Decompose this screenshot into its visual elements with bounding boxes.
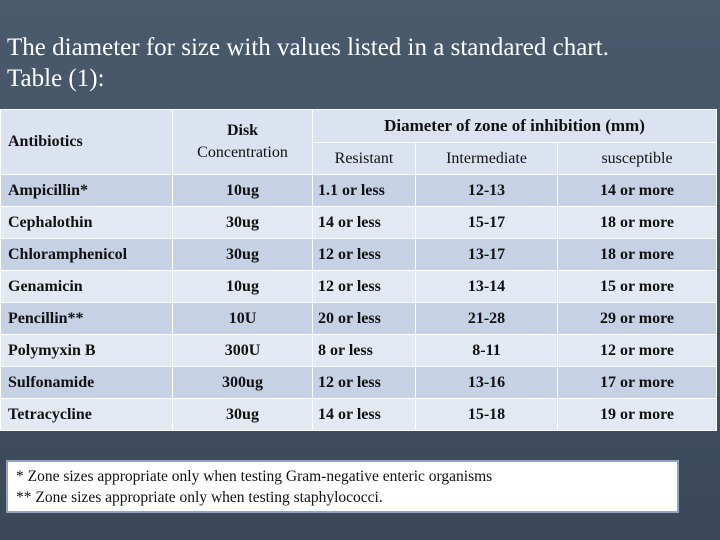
header-resistant: Resistant	[312, 142, 416, 175]
cell-disk: 10ug	[172, 270, 313, 303]
cell-resistant: 12 or less	[312, 270, 416, 303]
cell-antibiotic: Chloramphenicol	[0, 238, 173, 271]
antibiotic-zone-table: Antibiotics Disk Concentration Diameter …	[0, 109, 717, 431]
cell-susceptible: 18 or more	[557, 238, 717, 271]
cell-intermediate: 12-13	[415, 174, 558, 207]
cell-antibiotic: Cephalothin	[0, 206, 173, 239]
table-row: Polymyxin B 300U 8 or less 8-11 12 or mo…	[0, 334, 717, 367]
cell-antibiotic: Polymyxin B	[0, 334, 173, 367]
cell-antibiotic: Tetracycline	[0, 398, 173, 431]
cell-antibiotic: Sulfonamide	[0, 366, 173, 399]
header-susceptible: susceptible	[557, 142, 717, 175]
cell-resistant: 1.1 or less	[312, 174, 416, 207]
cell-resistant: 14 or less	[312, 206, 416, 239]
cell-susceptible: 15 or more	[557, 270, 717, 303]
table-row: Ampicillin* 10ug 1.1 or less 12-13 14 or…	[0, 174, 717, 207]
cell-disk: 30ug	[172, 206, 313, 239]
footnote-line-1: * Zone sizes appropriate only when testi…	[16, 468, 493, 485]
cell-susceptible: 17 or more	[557, 366, 717, 399]
cell-intermediate: 13-14	[415, 270, 558, 303]
cell-resistant: 8 or less	[312, 334, 416, 367]
table-row: Sulfonamide 300ug 12 or less 13-16 17 or…	[0, 366, 717, 399]
cell-intermediate: 15-18	[415, 398, 558, 431]
table-body: Ampicillin* 10ug 1.1 or less 12-13 14 or…	[0, 174, 717, 431]
slide-title-line-2: Table (1):	[7, 65, 105, 92]
header-row-2: Resistant Intermediate susceptible	[1, 142, 717, 175]
header-zone-diameter: Diameter of zone of inhibition (mm)	[312, 109, 717, 143]
cell-intermediate: 21-28	[415, 302, 558, 335]
header-row-1: Antibiotics Disk Concentration Diameter …	[0, 109, 717, 175]
cell-resistant: 14 or less	[312, 398, 416, 431]
cell-susceptible: 14 or more	[557, 174, 717, 207]
table-row: Cephalothin 30ug 14 or less 15-17 18 or …	[0, 206, 717, 239]
cell-resistant: 20 or less	[312, 302, 416, 335]
table-row: Genamicin 10ug 12 or less 13-14 15 or mo…	[0, 270, 717, 303]
cell-disk: 10ug	[172, 174, 313, 207]
header-disk-concentration: Disk Concentration	[172, 109, 313, 175]
cell-disk: 30ug	[172, 238, 313, 271]
cell-resistant: 12 or less	[312, 238, 416, 271]
cell-intermediate: 13-17	[415, 238, 558, 271]
slide-title: The diameter for size with values listed…	[7, 32, 707, 94]
cell-intermediate: 15-17	[415, 206, 558, 239]
table-row: Chloramphenicol 30ug 12 or less 13-17 18…	[0, 238, 717, 271]
cell-susceptible: 18 or more	[557, 206, 717, 239]
cell-disk: 300ug	[172, 366, 313, 399]
slide-title-line-1: The diameter for size with values listed…	[7, 34, 609, 61]
cell-susceptible: 19 or more	[557, 398, 717, 431]
cell-susceptible: 12 or more	[557, 334, 717, 367]
cell-susceptible: 29 or more	[557, 302, 717, 335]
table-row: Tetracycline 30ug 14 or less 15-18 19 or…	[0, 398, 717, 431]
table-row: Pencillin** 10U 20 or less 21-28 29 or m…	[0, 302, 717, 335]
footnote-line-2: ** Zone sizes appropriate only when test…	[16, 489, 383, 506]
cell-antibiotic: Ampicillin*	[0, 174, 173, 207]
cell-disk: 300U	[172, 334, 313, 367]
header-disk-line-2: Concentration	[197, 144, 288, 161]
header-disk-line-1: Disk	[226, 122, 259, 139]
cell-resistant: 12 or less	[312, 366, 416, 399]
header-antibiotics: Antibiotics	[0, 109, 173, 175]
footnote-box: * Zone sizes appropriate only when testi…	[6, 460, 679, 513]
cell-antibiotic: Pencillin**	[0, 302, 173, 335]
cell-disk: 10U	[172, 302, 313, 335]
header-intermediate: Intermediate	[415, 142, 558, 175]
cell-intermediate: 8-11	[415, 334, 558, 367]
cell-antibiotic: Genamicin	[0, 270, 173, 303]
table-header: Antibiotics Disk Concentration Diameter …	[0, 109, 717, 175]
cell-disk: 30ug	[172, 398, 313, 431]
cell-intermediate: 13-16	[415, 366, 558, 399]
